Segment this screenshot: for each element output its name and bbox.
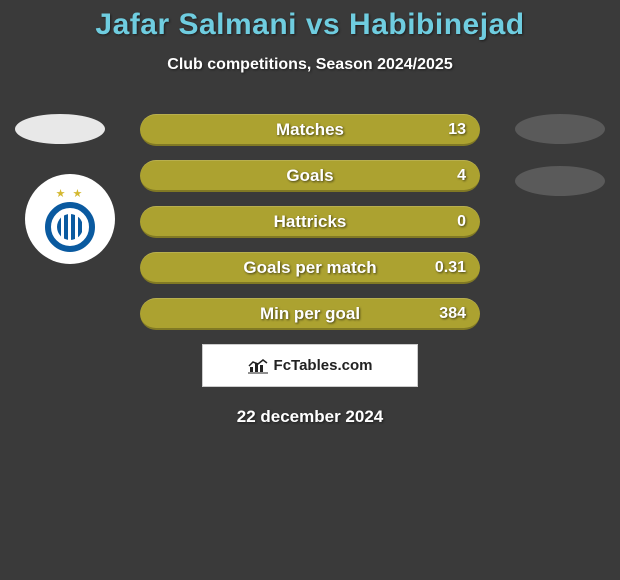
stat-value-right: 384 [439,305,466,323]
page-title: Jafar Salmani vs Habibinejad [0,0,620,42]
date-line: 22 december 2024 [0,407,620,427]
branding-box: FcTables.com [202,344,418,387]
club-crest-icon: ★ ★ [25,174,115,264]
comparison-content: ★ ★ Matches 13 Goals 4 Hattricks 0 Goals per m… [0,114,620,427]
crest-stars-icon: ★ ★ [56,187,85,200]
stat-bar: Hattricks 0 [140,206,480,238]
stat-value-right: 0.31 [435,259,466,277]
stat-label: Goals [286,166,333,186]
stat-label: Min per goal [260,304,360,324]
stat-rows: Matches 13 Goals 4 Hattricks 0 Goals per match… [140,114,480,330]
player-right-badge-1 [515,114,605,144]
stat-bar: Goals per match 0.31 [140,252,480,284]
player-right-badge-2 [515,166,605,196]
stat-bar: Matches 13 [140,114,480,146]
player-left-badge-1 [15,114,105,144]
stat-bar: Min per goal 384 [140,298,480,330]
stat-label: Hattricks [274,212,347,232]
crest-ring-icon [45,202,95,252]
stat-label: Matches [276,120,344,140]
stat-value-right: 4 [457,167,466,185]
stat-label: Goals per match [243,258,376,278]
chart-icon [248,358,268,374]
stat-value-right: 13 [448,121,466,139]
subtitle: Club competitions, Season 2024/2025 [0,56,620,74]
crest-stripes-icon [57,214,83,240]
stat-bar: Goals 4 [140,160,480,192]
branding-text: FcTables.com [274,357,373,374]
stat-value-right: 0 [457,213,466,231]
